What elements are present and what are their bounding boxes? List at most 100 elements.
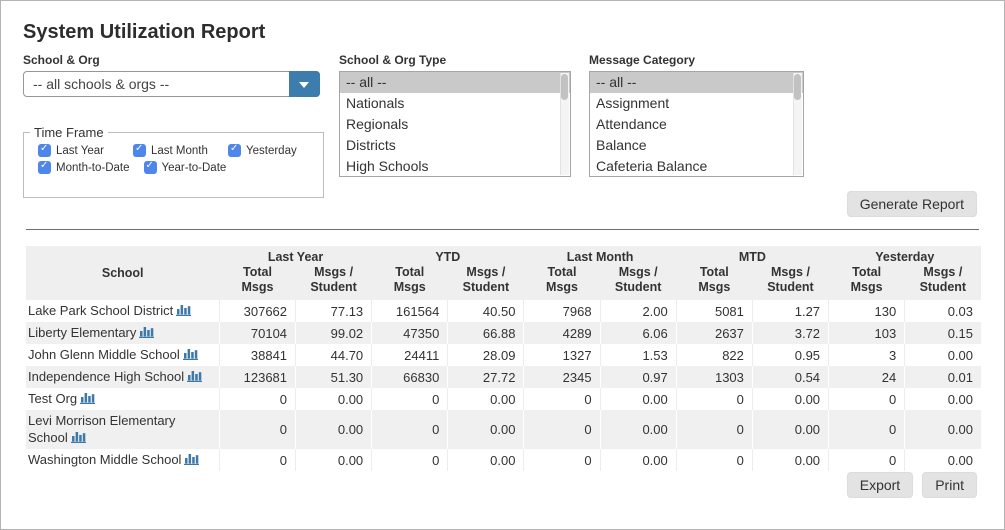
checkbox-last-year[interactable]: Last Year bbox=[38, 143, 119, 157]
checkbox-last-month[interactable]: Last Month bbox=[133, 143, 214, 157]
listbox-option[interactable]: Balance bbox=[596, 137, 647, 153]
value-cell: 24 bbox=[828, 366, 905, 388]
listbox-option[interactable]: -- all -- bbox=[340, 72, 570, 93]
listbox-option[interactable]: Attendance bbox=[596, 116, 667, 132]
value-cell: 2345 bbox=[523, 366, 601, 388]
listbox-option[interactable]: Cafeteria Balance bbox=[596, 158, 708, 174]
bar-chart-icon[interactable] bbox=[139, 325, 155, 342]
time-frame-row: Last Year Last Month Yesterday bbox=[38, 143, 323, 157]
value-cell: 0.97 bbox=[599, 366, 677, 388]
checkmark-icon[interactable] bbox=[228, 143, 241, 157]
school-org-select[interactable]: -- all schools & orgs -- bbox=[23, 71, 320, 97]
value-cell: 161564 bbox=[371, 300, 448, 322]
column-group-ytd: YTD bbox=[371, 246, 524, 264]
school-name: John Glenn Middle School bbox=[28, 347, 180, 362]
school-cell: John Glenn Middle School bbox=[26, 344, 219, 366]
value-cell: 0 bbox=[523, 449, 601, 471]
time-frame-legend: Time Frame bbox=[34, 125, 104, 140]
bar-chart-icon[interactable] bbox=[187, 369, 203, 386]
listbox-option[interactable]: Assignment bbox=[596, 95, 670, 111]
page-title: System Utilization Report bbox=[23, 21, 266, 43]
value-cell: 51.30 bbox=[295, 366, 372, 388]
bar-chart-icon[interactable] bbox=[176, 303, 192, 320]
column-header-msgs-per-student: Msgs / Student bbox=[752, 264, 829, 300]
value-cell: 0.00 bbox=[447, 388, 524, 410]
listbox-option[interactable]: Nationals bbox=[346, 95, 405, 111]
bar-chart-icon[interactable] bbox=[70, 430, 86, 447]
value-cell: 1.53 bbox=[599, 344, 677, 366]
value-cell: 0.15 bbox=[904, 322, 981, 344]
table-row: Levi Morrison Elementary School 0 0.00 0 0.… bbox=[26, 410, 981, 449]
column-header-msgs-per-student: Msgs / Student bbox=[904, 264, 981, 300]
value-cell: 2637 bbox=[675, 322, 753, 344]
value-cell: 99.02 bbox=[295, 322, 372, 344]
school-name: Independence High School bbox=[28, 369, 185, 384]
value-cell: 66830 bbox=[371, 366, 448, 388]
generate-report-button[interactable]: Generate Report bbox=[846, 191, 977, 217]
school-name: Lake Park School District bbox=[28, 303, 174, 318]
school-cell: Independence High School bbox=[26, 366, 219, 388]
scrollbar-thumb[interactable] bbox=[794, 74, 801, 100]
checkbox-year-to-date[interactable]: Year-to-Date bbox=[143, 160, 227, 174]
value-cell: 0.95 bbox=[751, 344, 829, 366]
time-frame-fieldset: Time Frame Last Year Last Month Yesterda… bbox=[23, 125, 324, 198]
value-cell: 0.54 bbox=[751, 366, 829, 388]
value-cell: 6.06 bbox=[599, 322, 677, 344]
scrollbar-track[interactable] bbox=[560, 73, 569, 175]
school-cell: Levi Morrison Elementary School bbox=[26, 410, 219, 449]
checkbox-label: Month-to-Date bbox=[56, 161, 130, 174]
listbox-option[interactable]: Districts bbox=[346, 137, 396, 153]
checkmark-icon[interactable] bbox=[133, 143, 146, 157]
value-cell: 0 bbox=[371, 388, 448, 410]
value-cell: 0 bbox=[675, 388, 753, 410]
column-group-mtd: MTD bbox=[676, 246, 829, 264]
table-row: Washington Middle School 0 0.00 0 0.00 0 0.00… bbox=[26, 449, 981, 471]
school-cell: Washington Middle School bbox=[26, 449, 219, 471]
checkbox-yesterday[interactable]: Yesterday bbox=[228, 143, 309, 157]
export-button[interactable]: Export bbox=[846, 472, 914, 498]
value-cell: 66.88 bbox=[447, 322, 524, 344]
print-button[interactable]: Print bbox=[922, 472, 977, 498]
table-row: John Glenn Middle School 38841 44.70 24411… bbox=[26, 344, 981, 366]
value-cell: 0 bbox=[218, 388, 296, 410]
value-cell: 7968 bbox=[523, 300, 601, 322]
value-cell: 5081 bbox=[675, 300, 753, 322]
value-cell: 0 bbox=[523, 388, 601, 410]
school-org-type-listbox[interactable]: -- all -- Nationals Regionals Districts … bbox=[339, 71, 571, 177]
message-category-listbox[interactable]: -- all -- Assignment Attendance Balance … bbox=[589, 71, 804, 177]
checkbox-label: Year-to-Date bbox=[161, 161, 227, 174]
value-cell: 0.00 bbox=[599, 388, 677, 410]
school-org-type-filter: School & Org Type -- all -- Nationals Re… bbox=[339, 53, 571, 177]
report-table-body: Lake Park School District 307662 77.13 161… bbox=[26, 300, 981, 471]
value-cell: 0.00 bbox=[295, 388, 372, 410]
column-header-school: School bbox=[26, 246, 220, 300]
value-cell: 1.27 bbox=[751, 300, 829, 322]
message-category-filter: Message Category -- all -- Assignment At… bbox=[589, 53, 804, 177]
value-cell: 0 bbox=[371, 410, 448, 449]
checkmark-icon[interactable] bbox=[38, 143, 51, 157]
bar-chart-icon[interactable] bbox=[182, 347, 198, 364]
listbox-option[interactable]: -- all -- bbox=[590, 72, 803, 93]
school-name: Washington Middle School bbox=[28, 452, 182, 467]
value-cell: 0.00 bbox=[599, 449, 677, 471]
listbox-option[interactable]: High Schools bbox=[346, 158, 429, 174]
scrollbar-track[interactable] bbox=[793, 73, 802, 175]
bottom-actions: Export Print bbox=[846, 472, 977, 498]
listbox-option[interactable]: Regionals bbox=[346, 116, 409, 132]
bar-chart-icon[interactable] bbox=[184, 452, 200, 469]
checkmark-icon[interactable] bbox=[38, 160, 51, 174]
checkbox-label: Last Year bbox=[56, 144, 104, 157]
value-cell: 130 bbox=[828, 300, 905, 322]
value-cell: 0 bbox=[218, 449, 296, 471]
value-cell: 44.70 bbox=[295, 344, 372, 366]
bar-chart-icon[interactable] bbox=[80, 391, 96, 408]
value-cell: 0 bbox=[371, 449, 448, 471]
value-cell: 0 bbox=[828, 388, 905, 410]
checkmark-icon[interactable] bbox=[143, 160, 157, 174]
column-header-total-msgs: Total Msgs bbox=[219, 264, 296, 300]
checkbox-month-to-date[interactable]: Month-to-Date bbox=[38, 160, 130, 174]
report-table: School Last Year YTD Last Month MTD Yest… bbox=[26, 246, 981, 471]
scrollbar-thumb[interactable] bbox=[561, 74, 568, 100]
value-cell: 0 bbox=[675, 449, 753, 471]
school-org-dropdown-button[interactable] bbox=[289, 71, 320, 97]
